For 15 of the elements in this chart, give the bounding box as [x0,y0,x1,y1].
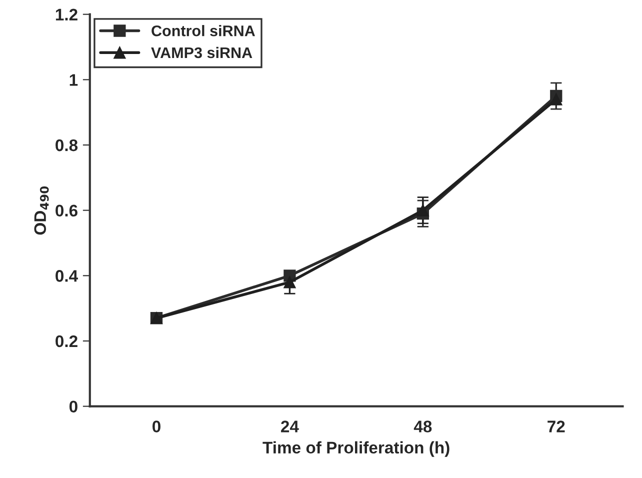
y-tick-label: 0 [69,400,78,413]
x-axis-title: Time of Proliferation (h) [262,441,450,457]
x-tick-label: 0 [152,420,160,432]
legend-label: VAMP3 siRNA [151,46,252,58]
y-tick-label: 0.2 [56,335,78,348]
y-tick-label: 1 [70,74,78,86]
x-tick-label: 48 [414,420,432,432]
y-tick-label: 0.8 [56,139,78,152]
x-tick-label: 72 [548,420,565,432]
y-tick-label: 1.2 [56,8,78,20]
x-tick-label: 24 [281,420,299,432]
legend-label: Control siRNA [152,25,255,36]
y-tick-label: 0.4 [56,270,78,282]
y-tick-label: 0.6 [56,204,78,217]
y-axis-title: OD$_{490}$ [34,186,49,235]
